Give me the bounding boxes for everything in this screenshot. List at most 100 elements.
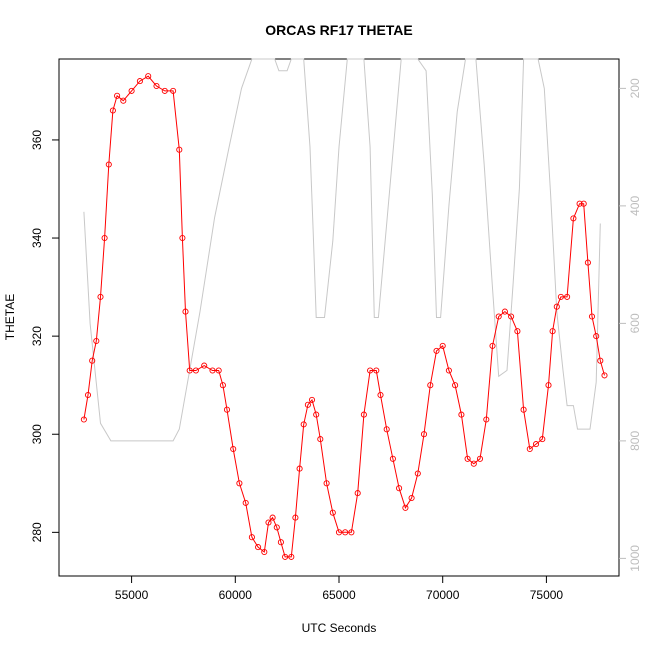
thetae-point	[93, 337, 100, 345]
thetae-point	[553, 303, 560, 310]
thetae-point	[179, 234, 186, 242]
thetae-point	[236, 480, 243, 487]
thetae-point	[373, 367, 380, 374]
thetae-point	[514, 328, 521, 335]
thetae-point	[269, 514, 276, 521]
thetae-point	[323, 480, 330, 487]
x-tick-label: 70000	[426, 588, 460, 602]
x-tick-label: 55000	[115, 588, 149, 602]
thetae-point	[539, 436, 546, 443]
thetae-point	[470, 460, 477, 467]
thetae-point	[201, 362, 208, 369]
thetae-point	[508, 313, 515, 320]
thetae-point	[136, 78, 143, 85]
y2-tick-label: 200	[628, 78, 642, 98]
thetae-point	[588, 313, 596, 320]
thetae-point	[230, 445, 237, 453]
y2-tick-label: 600	[628, 313, 642, 333]
thetae-point	[342, 529, 349, 536]
thetae-point	[101, 234, 108, 242]
thetae-point	[396, 485, 403, 492]
thetae-point	[317, 436, 324, 443]
thetae-point	[549, 328, 556, 335]
thetae-point	[145, 73, 152, 80]
thetae-point	[219, 382, 226, 389]
thetae-point	[329, 509, 336, 516]
thetae-point	[464, 455, 471, 462]
thetae-point	[532, 441, 540, 448]
thetae-point	[458, 411, 465, 418]
x-tick-label: 65000	[322, 588, 356, 602]
x-axis-label: UTC Seconds	[302, 621, 377, 635]
thetae-point	[84, 391, 92, 399]
y-axis-label: THETAE	[3, 294, 17, 340]
thetae-point	[313, 411, 320, 418]
thetae-point	[360, 411, 367, 418]
thetae-point	[97, 293, 104, 300]
thetae-point	[300, 421, 307, 428]
thetae-point	[439, 342, 446, 349]
thetae-point	[433, 347, 440, 354]
thetae-point	[476, 455, 484, 462]
plot-frame	[58, 58, 620, 577]
thetae-point	[489, 342, 496, 349]
thetae-point	[445, 367, 452, 374]
y-tick-label: 300	[30, 424, 44, 444]
y-tick-label: 340	[30, 228, 44, 248]
thetae-point	[282, 553, 289, 560]
thetae-point	[593, 333, 600, 340]
thetae-point	[292, 514, 299, 521]
thetae-point	[495, 313, 502, 320]
thetae-point	[176, 146, 183, 153]
y2-tick-label: 1000	[628, 545, 642, 572]
thetae-point	[170, 87, 177, 94]
thetae-point	[192, 367, 199, 374]
thetae-point	[520, 406, 527, 413]
thetae-point	[335, 529, 343, 536]
thetae-point	[570, 215, 577, 222]
thetae-point	[452, 382, 459, 389]
thetae-point	[120, 97, 127, 104]
thetae-point	[248, 534, 255, 541]
y-tick-label: 280	[30, 522, 44, 542]
thetae-point	[580, 200, 587, 207]
thetae-point	[277, 539, 284, 546]
thetae-point	[389, 455, 396, 462]
thetae-point	[80, 416, 87, 423]
thetae-point	[186, 367, 193, 374]
thetae-point	[408, 494, 415, 502]
y-tick-label: 360	[30, 130, 44, 150]
thetae-series	[80, 73, 608, 560]
thetae-point	[114, 92, 121, 99]
thetae-point	[597, 357, 604, 364]
thetae-point	[367, 367, 374, 374]
thetae-point	[601, 372, 608, 379]
thetae-point	[402, 504, 409, 511]
thetae-point	[182, 308, 189, 315]
y2-axis: 200 400 600 800 1000	[619, 78, 642, 572]
thetae-line	[83, 75, 605, 558]
thetae-point	[308, 396, 316, 403]
thetae-point	[576, 200, 583, 207]
thetae-point	[105, 161, 112, 168]
thetae-point	[584, 259, 591, 266]
thetae-point	[128, 87, 135, 94]
thetae-point	[261, 548, 268, 556]
secondary-line	[83, 58, 601, 442]
x-tick-label: 75000	[530, 588, 564, 602]
thetae-point	[526, 445, 533, 453]
thetae-point	[414, 470, 421, 477]
thetae-point	[420, 431, 428, 438]
y2-tick-label: 800	[628, 431, 642, 451]
x-tick-label: 60000	[219, 588, 253, 602]
thetae-point	[383, 426, 390, 433]
thetae-point	[215, 367, 222, 374]
thetae-point	[545, 382, 552, 389]
y-tick-label: 320	[30, 326, 44, 346]
thetae-point	[255, 544, 262, 551]
thetae-point	[501, 308, 508, 315]
thetae-point	[161, 87, 168, 94]
y2-tick-label: 400	[628, 196, 642, 216]
y-axis: 280 300 320 340 360	[30, 130, 59, 542]
